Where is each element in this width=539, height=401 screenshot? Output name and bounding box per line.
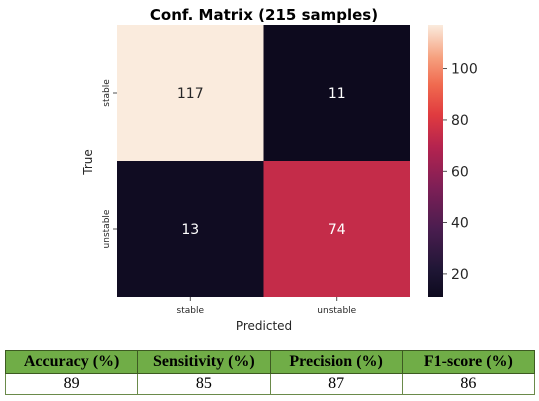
heatmap-cell <box>263 161 410 297</box>
f1-score-value: 86 <box>401 373 536 395</box>
y-axis-ticks: stable unstable <box>102 79 117 248</box>
cell-value-label: 11 <box>328 86 346 102</box>
sensitivity-header: Sensitivity (%) <box>137 350 271 374</box>
metrics-value-row: 89 85 87 86 <box>4 373 536 395</box>
cell-value-label: 117 <box>177 86 204 102</box>
colorbar-tick-label: 20 <box>451 267 469 283</box>
cell-value-label: 74 <box>328 222 346 238</box>
heatmap-cell <box>117 25 264 161</box>
chart-title: Conf. Matrix (215 samples) <box>150 6 378 24</box>
precision-header: Precision (%) <box>269 350 403 374</box>
cell-value-label: 13 <box>181 222 199 238</box>
colorbar-tick-label: 80 <box>451 113 469 129</box>
heatmap-cell <box>117 161 264 297</box>
y-axis-label: True <box>81 149 95 176</box>
f1-score-header: F1-score (%) <box>401 350 536 374</box>
heatmap-cell <box>263 25 410 161</box>
accuracy-value: 89 <box>4 373 139 395</box>
chart-canvas: Conf. Matrix (215 samples) 117 11 13 74 sta… <box>81 6 478 333</box>
precision-value: 87 <box>269 373 403 395</box>
x-axis-ticks: stable unstable <box>177 297 357 316</box>
colorbar-tick-label: 60 <box>451 164 469 180</box>
x-axis-label: Predicted <box>236 319 292 333</box>
accuracy-header: Accuracy (%) <box>4 350 139 374</box>
metrics-header-row: Accuracy (%) Sensitivity (%) Precision (… <box>4 350 536 374</box>
metrics-table: Accuracy (%) Sensitivity (%) Precision (… <box>4 350 536 395</box>
colorbar-ticks: 20 40 60 80 100 <box>443 62 478 283</box>
x-tick-label: stable <box>177 306 205 316</box>
colorbar-tick-label: 100 <box>451 62 478 78</box>
confusion-matrix-chart: Conf. Matrix (215 samples) 117 11 13 74 sta… <box>4 6 536 395</box>
y-tick-label: stable <box>102 79 112 107</box>
sensitivity-value: 85 <box>137 373 271 395</box>
colorbar <box>428 25 443 297</box>
colorbar-tick-label: 40 <box>451 216 469 232</box>
y-tick-label: unstable <box>102 209 112 248</box>
heatmap-cells: 117 11 13 74 <box>117 25 410 297</box>
x-tick-label: unstable <box>317 306 356 316</box>
